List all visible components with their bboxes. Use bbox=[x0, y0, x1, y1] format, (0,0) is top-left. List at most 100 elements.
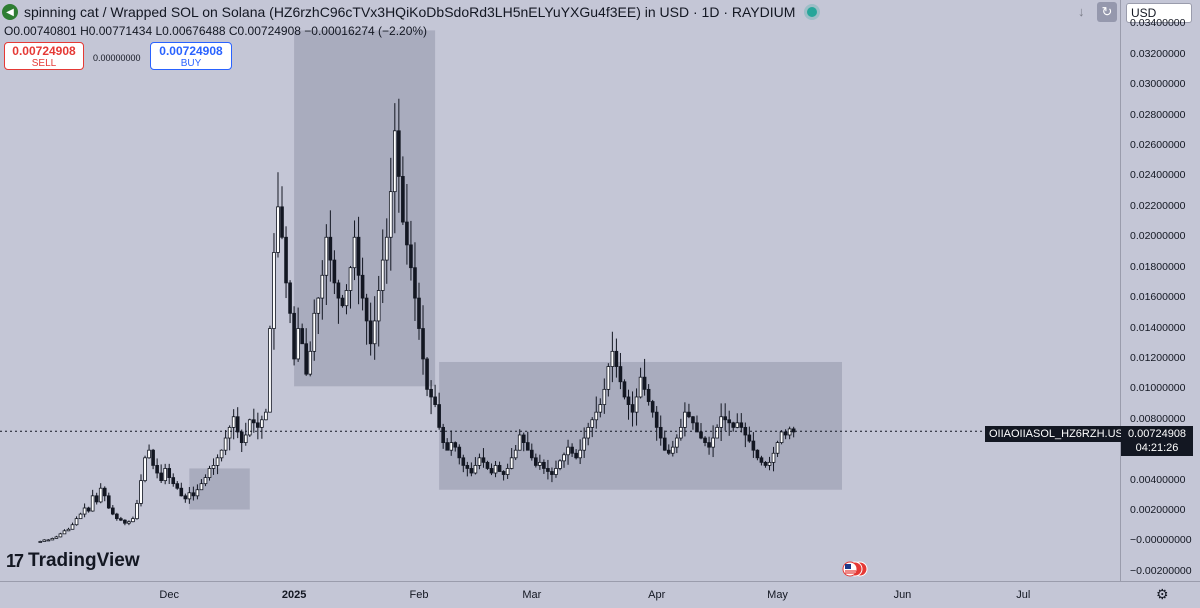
currency-label: USD bbox=[1131, 6, 1157, 20]
candle bbox=[119, 518, 123, 521]
candle bbox=[666, 449, 671, 454]
candle bbox=[272, 252, 276, 329]
us-flag-events-icon[interactable] bbox=[840, 560, 870, 578]
candle bbox=[147, 449, 151, 459]
candle bbox=[558, 460, 562, 469]
candle bbox=[626, 396, 631, 405]
candle bbox=[405, 221, 409, 246]
candle bbox=[280, 206, 284, 238]
candle bbox=[368, 320, 373, 345]
candle bbox=[336, 282, 341, 299]
candle bbox=[747, 434, 752, 442]
candle bbox=[199, 483, 204, 491]
buy-label: BUY bbox=[180, 58, 202, 69]
refresh-icon[interactable]: ↻ bbox=[1097, 2, 1117, 22]
candle bbox=[127, 521, 131, 524]
candle bbox=[380, 259, 385, 291]
candle bbox=[421, 328, 425, 360]
symbol-title[interactable]: spinning cat / Wrapped SOL on Solana (HZ… bbox=[24, 4, 796, 20]
time-axis[interactable] bbox=[0, 581, 1200, 608]
candle bbox=[570, 446, 574, 454]
time-tick-label: Apr bbox=[648, 589, 666, 601]
candle bbox=[207, 468, 212, 478]
candle bbox=[90, 495, 95, 512]
candle bbox=[312, 312, 317, 352]
price-tick-label: 0.00200000 bbox=[1130, 504, 1186, 517]
candle bbox=[441, 426, 445, 443]
candle bbox=[284, 236, 288, 284]
candle bbox=[650, 401, 655, 413]
candle bbox=[78, 513, 83, 520]
candle bbox=[110, 507, 115, 515]
candle bbox=[525, 442, 530, 451]
candle bbox=[735, 422, 740, 428]
candle bbox=[630, 404, 635, 413]
candle bbox=[658, 426, 663, 439]
arrow-down-icon[interactable]: ↓ bbox=[1078, 4, 1085, 19]
candle bbox=[618, 366, 623, 383]
candle bbox=[308, 350, 313, 375]
market-status-icon[interactable] bbox=[807, 7, 818, 17]
candle bbox=[691, 416, 695, 424]
candle bbox=[409, 244, 413, 269]
candle bbox=[755, 449, 760, 459]
candle bbox=[582, 437, 586, 451]
candle bbox=[417, 297, 421, 329]
buy-button[interactable]: 0.00724908 BUY bbox=[150, 42, 232, 70]
candle bbox=[517, 434, 522, 451]
tradingview-logo[interactable]: 17 TradingView bbox=[6, 550, 140, 572]
candle bbox=[731, 422, 736, 428]
candle bbox=[759, 457, 764, 463]
candle bbox=[501, 471, 506, 475]
candle bbox=[316, 297, 321, 314]
price-axis[interactable] bbox=[1120, 0, 1200, 581]
candle bbox=[38, 541, 43, 543]
candle bbox=[155, 465, 159, 474]
currency-select[interactable]: USD bbox=[1126, 3, 1192, 23]
candle bbox=[670, 446, 675, 454]
candle bbox=[175, 483, 180, 489]
last-price-value: 0.00724908 bbox=[1127, 428, 1187, 440]
candle bbox=[727, 419, 732, 424]
candle bbox=[344, 290, 349, 307]
candle bbox=[715, 426, 719, 439]
candle bbox=[767, 461, 772, 466]
candle bbox=[268, 328, 272, 413]
candle bbox=[115, 513, 119, 520]
price-tick-label: 0.01800000 bbox=[1130, 260, 1186, 273]
price-tick-label: 0.00400000 bbox=[1130, 473, 1186, 486]
price-tick-label: 0.03200000 bbox=[1130, 47, 1186, 60]
candle bbox=[578, 449, 582, 459]
price-tick-label: −0.00000000 bbox=[1130, 534, 1192, 547]
candle bbox=[783, 431, 788, 436]
candle bbox=[223, 437, 228, 451]
price-tick-label: 0.02600000 bbox=[1130, 139, 1186, 151]
candle bbox=[260, 419, 264, 428]
candle bbox=[86, 507, 91, 512]
candle bbox=[538, 461, 542, 466]
candle bbox=[457, 446, 462, 459]
candle bbox=[481, 457, 486, 463]
candle bbox=[54, 536, 59, 539]
gear-icon[interactable]: ⚙ bbox=[1156, 586, 1169, 602]
candle bbox=[598, 404, 603, 413]
candle bbox=[191, 492, 196, 497]
candle bbox=[787, 428, 792, 436]
candle bbox=[638, 376, 643, 398]
candle bbox=[489, 468, 494, 474]
candle bbox=[388, 191, 393, 238]
candle bbox=[264, 411, 268, 421]
candle bbox=[102, 487, 107, 497]
candle bbox=[574, 452, 578, 459]
candle bbox=[634, 396, 639, 413]
sell-label: SELL bbox=[31, 58, 57, 69]
candle bbox=[163, 468, 167, 482]
candle bbox=[143, 457, 147, 482]
price-tick-label: 0.01200000 bbox=[1130, 351, 1186, 364]
candle bbox=[82, 507, 87, 515]
candle bbox=[292, 312, 296, 360]
sell-button[interactable]: 0.00724908 SELL bbox=[4, 42, 84, 70]
candle bbox=[779, 431, 784, 443]
range-box bbox=[294, 30, 436, 387]
